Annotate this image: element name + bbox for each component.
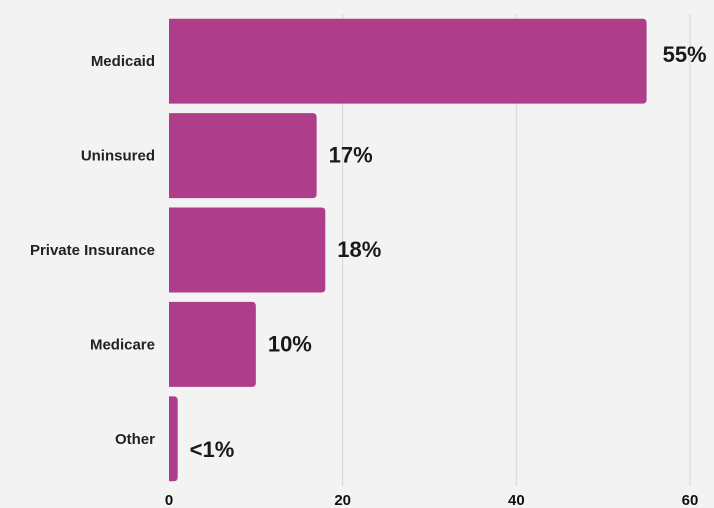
- category-label: Medicaid: [91, 53, 155, 70]
- bar-medicare: [169, 301, 256, 387]
- category-label: Uninsured: [81, 148, 155, 165]
- bar-other: [169, 396, 178, 482]
- data-label: 55%: [663, 42, 707, 67]
- x-tick-label: 40: [508, 492, 525, 508]
- data-label: <1%: [190, 437, 235, 462]
- x-tick-label: 20: [334, 492, 351, 508]
- x-tick-label: 60: [682, 492, 699, 508]
- category-labels: Medicaid Uninsured Private Insurance Medica…: [30, 53, 155, 448]
- bar-private-insurance: [169, 207, 326, 293]
- bars: [169, 18, 647, 482]
- data-labels: 55% 17% 18% 10% <1%: [190, 42, 707, 462]
- category-label: Medicare: [90, 336, 155, 353]
- category-label: Private Insurance: [30, 242, 155, 259]
- data-label: 18%: [337, 237, 381, 262]
- category-label: Other: [115, 431, 155, 448]
- data-label: 17%: [329, 143, 373, 168]
- x-tick-label: 0: [165, 492, 173, 508]
- data-label: 10%: [268, 331, 312, 356]
- x-axis-tick-labels: 0 20 40 60: [165, 492, 699, 508]
- bar-uninsured: [169, 113, 317, 199]
- bar-medicaid: [169, 18, 647, 104]
